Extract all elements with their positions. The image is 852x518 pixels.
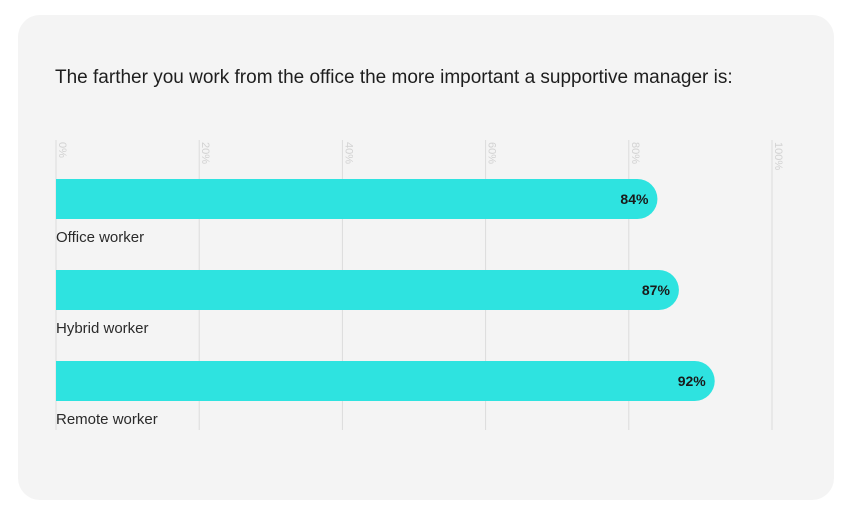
tick-labels: 0% 20% 40% 60% 80% 100% [56,142,784,170]
bar [56,179,658,219]
x-tick-label: 80% [629,142,641,164]
bar-value-label: 87% [642,282,671,298]
category-labels: Office worker Hybrid worker Remote worker [56,229,158,428]
bar [56,270,679,310]
category-label: Remote worker [56,411,158,428]
x-tick-label: 40% [342,142,354,164]
x-tick-label: 100% [772,142,784,170]
category-label: Hybrid worker [56,320,149,337]
chart-card [18,15,834,500]
value-labels: 84% 87% 92% [620,191,706,389]
bar [56,361,715,402]
category-label: Office worker [56,229,144,246]
x-tick-label: 0% [56,142,68,158]
bar-value-label: 84% [620,191,649,207]
bar-value-label: 92% [678,373,707,389]
x-tick-label: 60% [486,142,498,164]
chart-title: The farther you work from the office the… [55,67,733,88]
bars [56,179,715,402]
x-tick-label: 20% [199,142,211,164]
